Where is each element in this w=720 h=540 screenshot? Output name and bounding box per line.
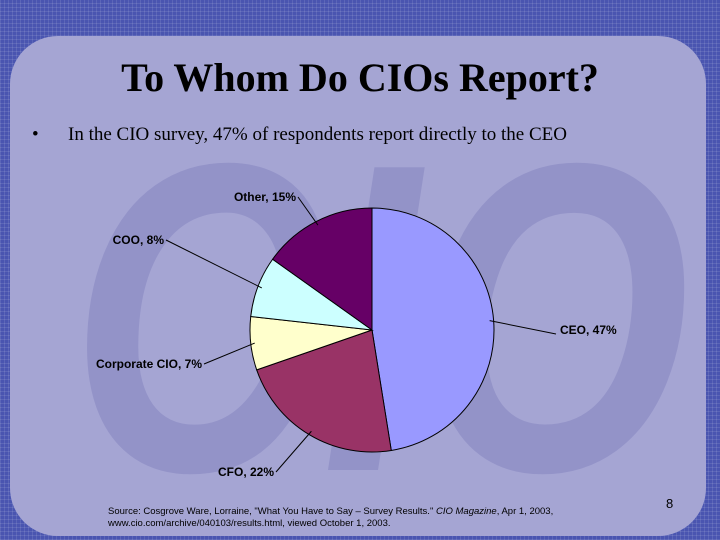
page-number: 8 (666, 496, 674, 511)
source-magazine: CIO Magazine (435, 506, 497, 517)
bullet-text: In the CIO survey, 47% of respondents re… (68, 124, 567, 145)
pie-label-3: COO, 8% (113, 233, 165, 247)
pie-slice-4 (271, 207, 373, 331)
source-citation: Source: Cosgrove Ware, Lorraine, "What Y… (108, 506, 628, 530)
pie-label-2: Corporate CIO, 7% (96, 357, 202, 371)
source-prefix: Source: Cosgrove Ware, Lorraine, "What Y… (108, 506, 436, 517)
pie-label-1: CFO, 22% (218, 465, 274, 479)
source-line2: www.cio.com/archive/040103/results.html,… (108, 518, 391, 529)
pie-slices (249, 207, 495, 453)
leader-line-1 (275, 430, 312, 473)
pie-leader-lines (165, 196, 557, 473)
pie-slice-1 (256, 329, 392, 453)
leader-line-2 (203, 342, 255, 365)
slide-title: To Whom Do CIOs Report? (121, 55, 599, 100)
leader-line-4 (297, 196, 319, 226)
pie-labels: CEO, 47% CFO, 22% Corporate CIO, 7% COO, 8%… (96, 190, 617, 479)
bullet-marker: • (32, 124, 39, 145)
pie-label-4: Other, 15% (234, 190, 296, 204)
source-suffix: , Apr 1, 2003, (496, 506, 554, 517)
leader-line-0 (489, 320, 557, 335)
pie-label-0: CEO, 47% (560, 323, 617, 337)
bullet-point: • In the CIO survey, 47% of respondents r… (32, 124, 567, 146)
pie-slice-0 (371, 207, 495, 452)
leader-line-3 (165, 239, 262, 289)
